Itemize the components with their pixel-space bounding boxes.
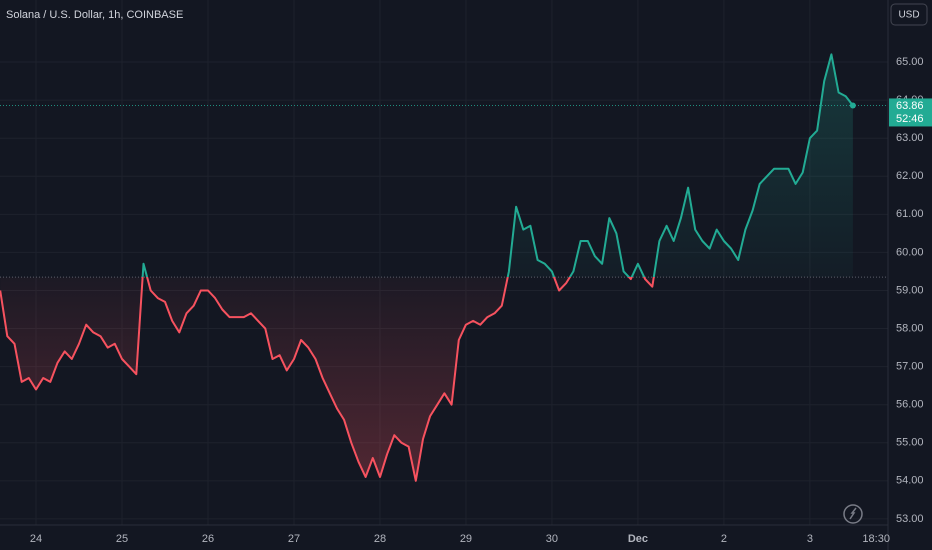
x-tick-label: 24 xyxy=(30,533,42,545)
x-tick-label: 18:30 xyxy=(862,533,890,545)
x-tick-label: 29 xyxy=(460,533,472,545)
y-tick-label: 60.00 xyxy=(896,246,924,258)
last-price-tag xyxy=(889,98,932,127)
y-tick-label: 59.00 xyxy=(896,284,924,296)
logo-icon xyxy=(843,504,863,524)
x-tick-label: Dec xyxy=(628,533,648,545)
baseline-area xyxy=(0,54,853,481)
x-tick-label: 30 xyxy=(546,533,558,545)
last-price-label: 63.86 xyxy=(896,100,924,112)
y-tick-label: 55.00 xyxy=(896,437,924,449)
x-tick-label: 27 xyxy=(288,533,300,545)
y-tick-label: 62.00 xyxy=(896,170,924,182)
countdown-label: 52:46 xyxy=(896,113,924,125)
logo-bolt xyxy=(849,507,857,520)
x-tick-label: 28 xyxy=(374,533,386,545)
x-tick-label: 2 xyxy=(721,533,727,545)
y-tick-label: 54.00 xyxy=(896,475,924,487)
chart-title: Solana / U.S. Dollar, 1h, COINBASE xyxy=(6,9,183,21)
y-tick-label: 56.00 xyxy=(896,399,924,411)
y-tick-label: 58.00 xyxy=(896,322,924,334)
y-tick-label: 63.00 xyxy=(896,132,924,144)
y-tick-label: 53.00 xyxy=(896,513,924,525)
x-tick-label: 3 xyxy=(807,533,813,545)
y-tick-label: 57.00 xyxy=(896,361,924,373)
last-point xyxy=(849,102,856,109)
currency-label[interactable]: USD xyxy=(898,10,919,21)
x-tick-label: 25 xyxy=(116,533,128,545)
x-tick-label: 26 xyxy=(202,533,214,545)
currency-button[interactable] xyxy=(890,3,928,26)
price-line xyxy=(0,53,854,482)
y-tick-label: 61.00 xyxy=(896,208,924,220)
y-tick-label: 65.00 xyxy=(896,56,924,68)
